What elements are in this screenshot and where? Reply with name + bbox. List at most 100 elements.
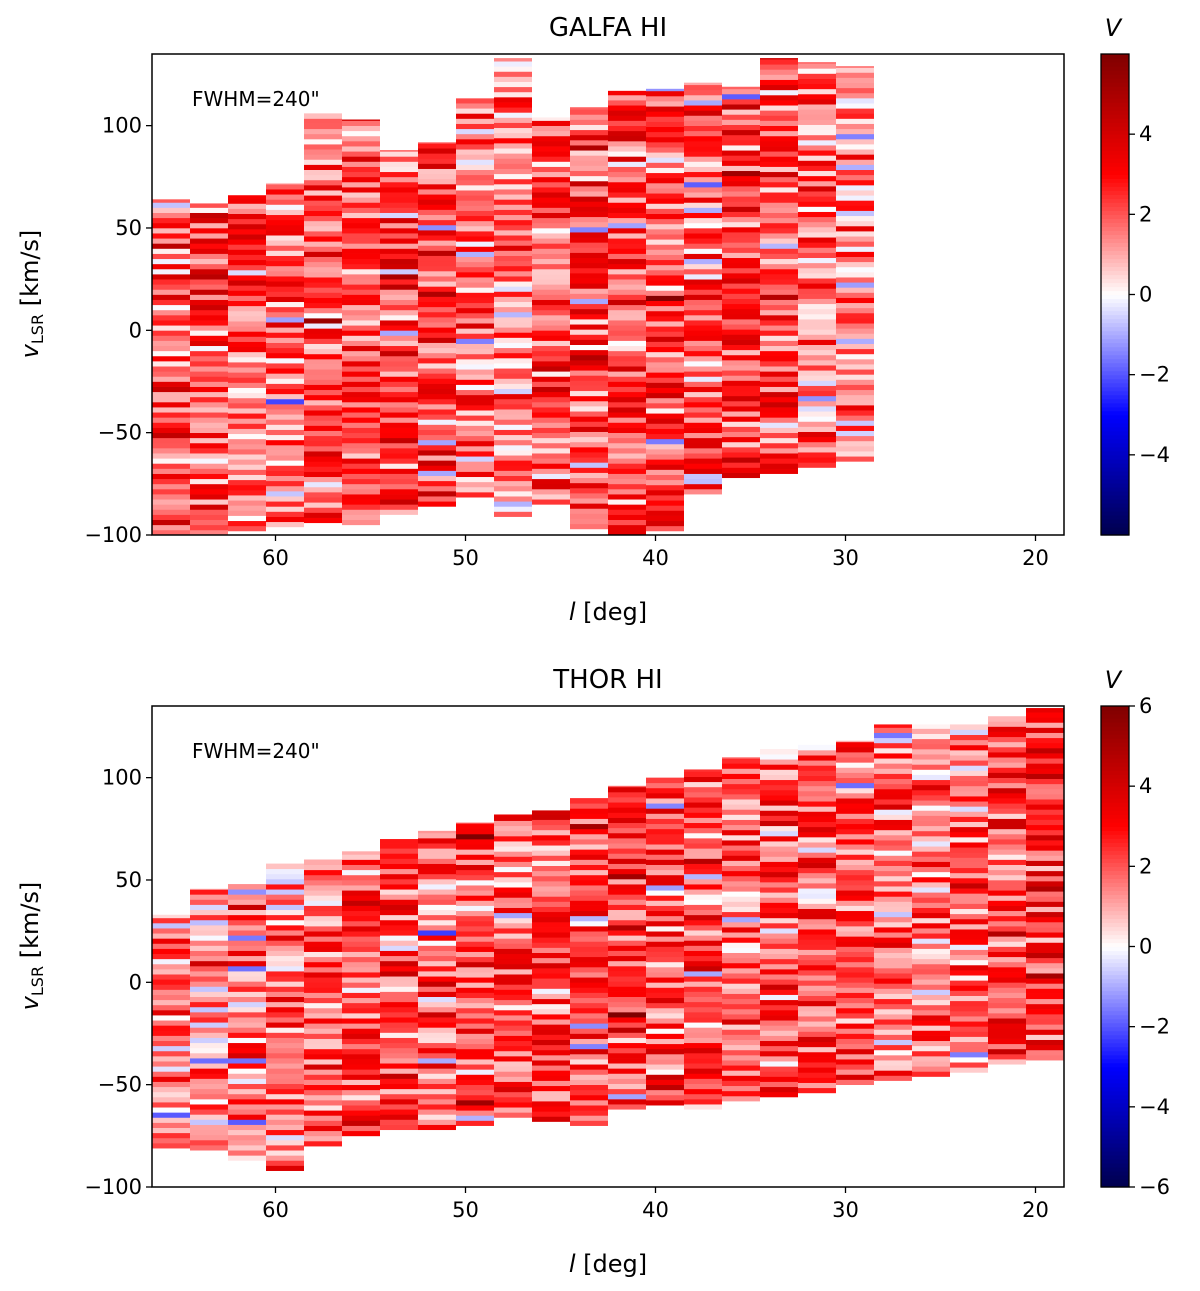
heatmap-cell bbox=[950, 790, 988, 797]
heatmap-cell bbox=[912, 1061, 950, 1067]
heatmap-cell bbox=[304, 128, 342, 135]
heatmap-cell bbox=[912, 984, 950, 990]
heatmap-cell bbox=[266, 342, 304, 349]
heatmap-cell bbox=[456, 261, 494, 268]
heatmap-cell bbox=[722, 773, 760, 780]
heatmap-cell bbox=[266, 475, 304, 482]
colorbar-segment bbox=[1101, 1018, 1129, 1024]
colorbar-segment bbox=[1101, 266, 1129, 272]
heatmap-cell bbox=[760, 243, 798, 249]
heatmap-cell bbox=[190, 233, 228, 239]
heatmap-cell bbox=[836, 828, 874, 835]
heatmap-cell bbox=[418, 357, 456, 364]
heatmap-cell bbox=[304, 1018, 342, 1024]
heatmap-cell bbox=[1026, 845, 1064, 851]
heatmap-cell bbox=[684, 268, 722, 275]
heatmap-cell bbox=[380, 407, 418, 413]
heatmap-cell bbox=[646, 315, 684, 322]
heatmap-cell bbox=[228, 986, 266, 992]
heatmap-cell bbox=[266, 1104, 304, 1110]
colorbar-segment bbox=[1101, 1010, 1129, 1016]
heatmap-cell bbox=[266, 516, 304, 523]
heatmap-cell bbox=[342, 238, 380, 244]
colorbar-segment bbox=[1101, 978, 1129, 984]
heatmap-cell bbox=[836, 946, 874, 952]
heatmap-column bbox=[798, 62, 836, 468]
heatmap-cell bbox=[380, 156, 418, 162]
heatmap-cell bbox=[304, 154, 342, 160]
heatmap-cell bbox=[912, 738, 950, 745]
heatmap-cell bbox=[190, 396, 228, 403]
heatmap-cell bbox=[760, 192, 798, 198]
heatmap-cell bbox=[456, 251, 494, 257]
heatmap-cell bbox=[304, 471, 342, 478]
heatmap-cell bbox=[1026, 896, 1064, 902]
heatmap-cell bbox=[190, 1037, 228, 1044]
heatmap-cell bbox=[418, 398, 456, 405]
heatmap-cell bbox=[532, 829, 570, 836]
y-tick-label: −100 bbox=[84, 1175, 142, 1199]
heatmap-cell bbox=[646, 397, 684, 404]
heatmap-cell bbox=[152, 222, 190, 229]
heatmap-cell bbox=[836, 205, 874, 211]
heatmap-cell bbox=[494, 352, 532, 359]
heatmap-cell bbox=[608, 125, 646, 132]
colorbar-segment bbox=[1101, 1050, 1129, 1056]
heatmap-cell bbox=[608, 187, 646, 193]
heatmap-cell bbox=[266, 1027, 304, 1033]
heatmap-cell bbox=[988, 1038, 1026, 1045]
heatmap-cell bbox=[304, 956, 342, 963]
heatmap-cell bbox=[380, 463, 418, 469]
heatmap-cell bbox=[190, 976, 228, 982]
heatmap-cell bbox=[304, 1115, 342, 1121]
heatmap-cell bbox=[532, 993, 570, 1000]
colorbar-segment bbox=[1101, 278, 1129, 284]
heatmap-cell bbox=[532, 361, 570, 367]
heatmap-cell bbox=[608, 925, 646, 931]
heatmap-cell bbox=[456, 941, 494, 947]
heatmap-cell bbox=[532, 233, 570, 239]
heatmap-cell bbox=[760, 227, 798, 234]
heatmap-cell bbox=[722, 814, 760, 820]
heatmap-cell bbox=[874, 1044, 912, 1051]
heatmap-cell bbox=[760, 407, 798, 413]
heatmap-cell bbox=[456, 271, 494, 278]
colorbar-segment bbox=[1101, 1054, 1129, 1060]
heatmap-cell bbox=[988, 982, 1026, 988]
heatmap-cell bbox=[494, 81, 532, 88]
panel-thor: THOR HI FWHM=240" 60 50 40 30 20 −100−500501… bbox=[16, 665, 1170, 1278]
heatmap-cell bbox=[456, 1033, 494, 1039]
heatmap-cell bbox=[1026, 1019, 1064, 1025]
heatmap-cell bbox=[798, 770, 836, 776]
heatmap-column bbox=[152, 199, 190, 536]
heatmap-cell bbox=[532, 422, 570, 428]
colorbar-segment bbox=[1101, 1026, 1129, 1032]
heatmap-cell bbox=[912, 841, 950, 847]
heatmap-cell bbox=[304, 435, 342, 442]
heatmap-cell bbox=[646, 275, 684, 281]
heatmap-cell bbox=[798, 990, 836, 996]
heatmap-cell bbox=[836, 190, 874, 196]
heatmap-cell bbox=[950, 796, 988, 802]
heatmap-cell bbox=[912, 846, 950, 852]
colorbar-segment bbox=[1101, 350, 1129, 356]
heatmap-cell bbox=[684, 197, 722, 203]
heatmap-cell bbox=[418, 1052, 456, 1059]
heatmap-cell bbox=[152, 974, 190, 980]
heatmap-cell bbox=[494, 311, 532, 318]
heatmap-cell bbox=[228, 229, 266, 235]
heatmap-cell bbox=[228, 331, 266, 337]
heatmap-cell bbox=[1026, 1029, 1064, 1035]
heatmap-cell bbox=[722, 927, 760, 933]
heatmap-cell bbox=[722, 221, 760, 228]
heatmap-cell bbox=[532, 1034, 570, 1040]
colorbar-segment bbox=[1101, 62, 1129, 67]
heatmap-cell bbox=[190, 1022, 228, 1028]
heatmap-cell bbox=[722, 252, 760, 259]
colorbar-segment bbox=[1101, 1154, 1129, 1160]
heatmap-cell bbox=[760, 1061, 798, 1067]
heatmap-cell bbox=[684, 120, 722, 126]
heatmap-cell bbox=[418, 286, 456, 292]
heatmap-cell bbox=[608, 243, 646, 249]
